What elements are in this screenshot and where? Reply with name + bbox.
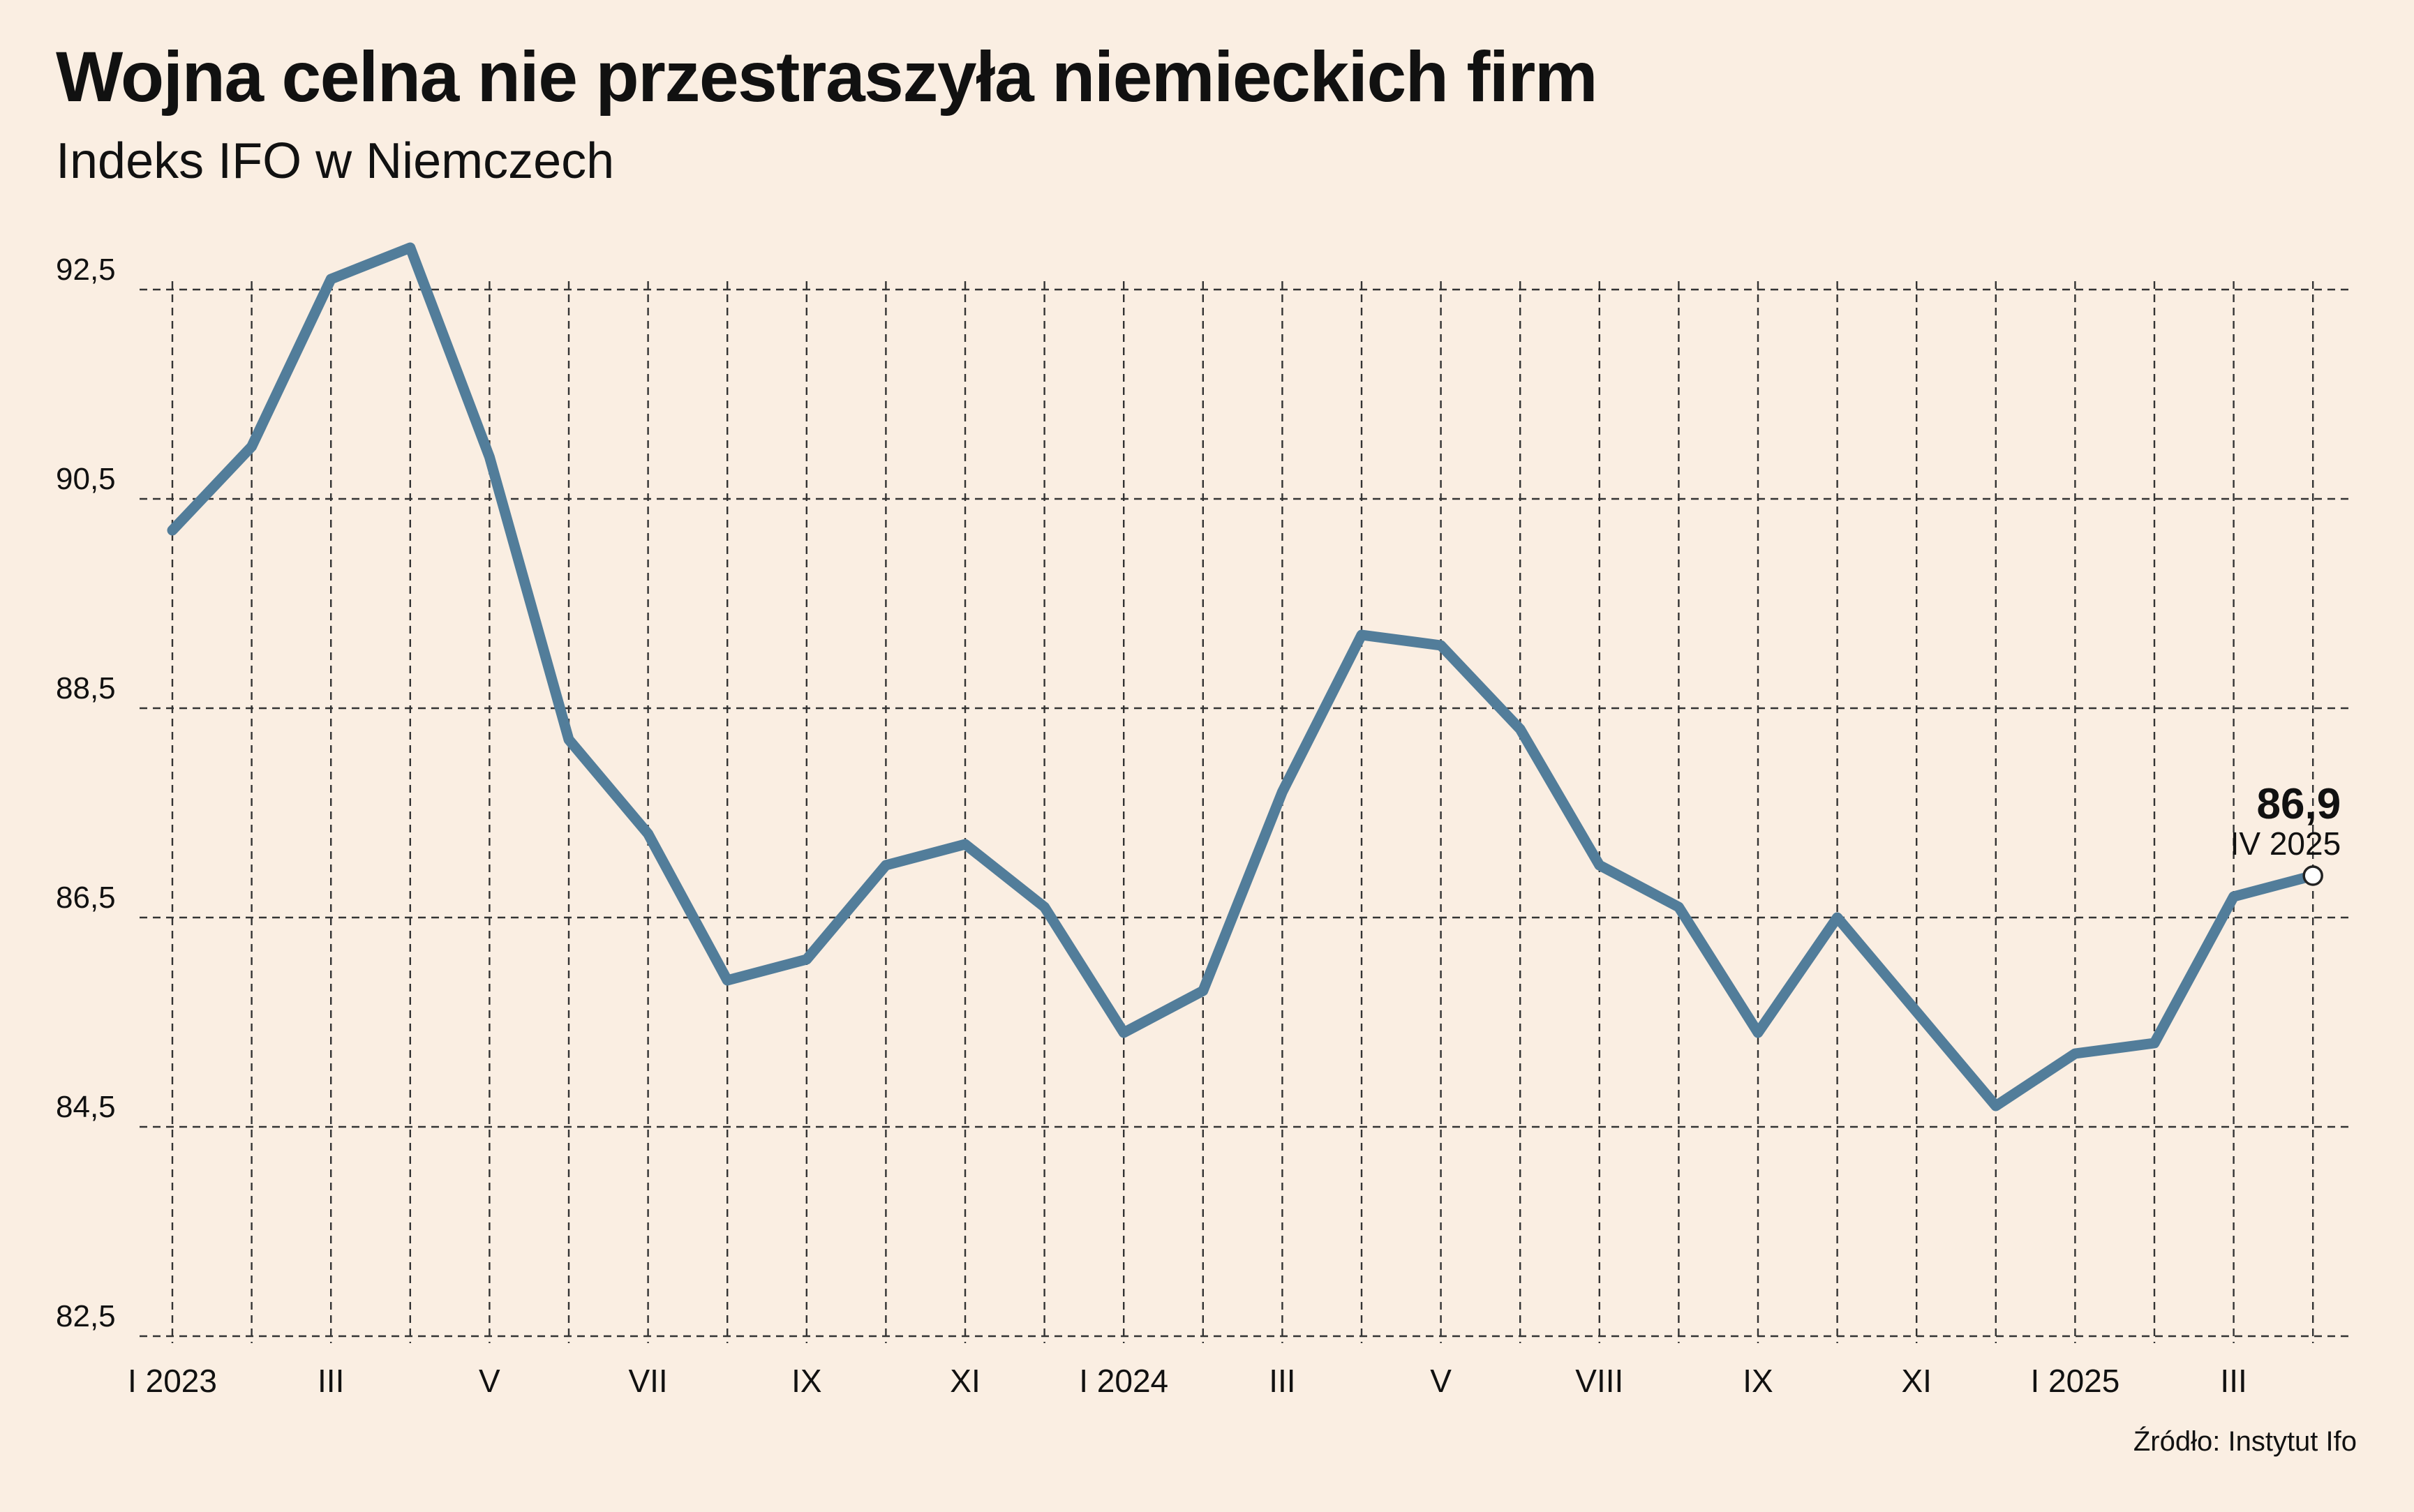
source-note: Źródło: Instytut Ifo	[2133, 1426, 2357, 1457]
x-tick-label: III	[1269, 1363, 1295, 1399]
y-tick-label: 92,5	[56, 253, 116, 287]
y-tick-label: 82,5	[56, 1299, 116, 1333]
last-value-label: 86,9	[2257, 780, 2341, 828]
x-tick-label: XI	[1901, 1363, 1931, 1399]
x-tick-label: III	[318, 1363, 344, 1399]
chart-subtitle: Indeks IFO w Niemczech	[56, 133, 615, 189]
x-tick-label: IX	[1743, 1363, 1773, 1399]
y-tick-label: 88,5	[56, 671, 116, 705]
x-tick-label: I 2023	[128, 1363, 217, 1399]
x-tick-label: XI	[950, 1363, 980, 1399]
y-tick-label: 86,5	[56, 881, 116, 915]
x-tick-label: V	[479, 1363, 500, 1399]
x-tick-label: III	[2220, 1363, 2247, 1399]
last-value-date-label: IV 2025	[2230, 825, 2341, 862]
series-line	[167, 242, 2318, 1111]
x-tick-label: V	[1430, 1363, 1452, 1399]
x-tick-label: VIII	[1575, 1363, 1623, 1399]
x-tick-label: I 2025	[2030, 1363, 2119, 1399]
y-tick-label: 90,5	[56, 462, 116, 496]
y-tick-label: 84,5	[56, 1090, 116, 1124]
last-point-marker	[2302, 865, 2323, 886]
x-tick-label: I 2024	[1079, 1363, 1168, 1399]
chart-title: Wojna celna nie przestraszyła niemieckic…	[56, 37, 1598, 117]
x-tick-label: IX	[791, 1363, 821, 1399]
x-tick-label: VII	[628, 1363, 667, 1399]
